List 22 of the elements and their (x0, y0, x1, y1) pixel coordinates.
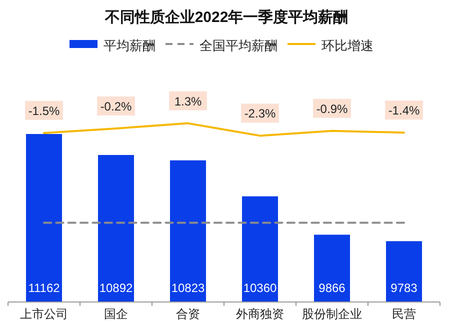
data-label: 10360 (243, 281, 278, 295)
legend-label: 环比增速 (322, 38, 374, 53)
legend-label: 平均薪酬 (104, 38, 156, 53)
data-label: 1.3% (174, 94, 202, 108)
data-label: 11162 (28, 281, 60, 295)
data-label: 9866 (318, 281, 346, 295)
x-tick-label: 股份制企业 (302, 307, 362, 321)
data-label: -0.9% (316, 102, 348, 116)
chart-title: 不同性质企业2022年一季度平均薪酬 (104, 8, 348, 26)
data-label: 10892 (99, 281, 134, 295)
x-tick-label: 外商独资 (236, 307, 284, 321)
data-label: -2.3% (244, 106, 276, 121)
data-label: 10823 (171, 281, 206, 295)
x-tick-label: 上市公司 (20, 307, 68, 321)
x-tick-label: 民营 (392, 307, 416, 321)
data-label: -0.2% (100, 99, 132, 114)
data-label: -1.5% (28, 104, 60, 118)
x-tick-label: 国企 (104, 307, 128, 321)
legend-label: 全国平均薪酬 (200, 38, 278, 53)
data-label: -1.4% (388, 104, 420, 118)
x-tick-label: 合资 (176, 307, 200, 321)
data-label: 9783 (390, 281, 418, 295)
